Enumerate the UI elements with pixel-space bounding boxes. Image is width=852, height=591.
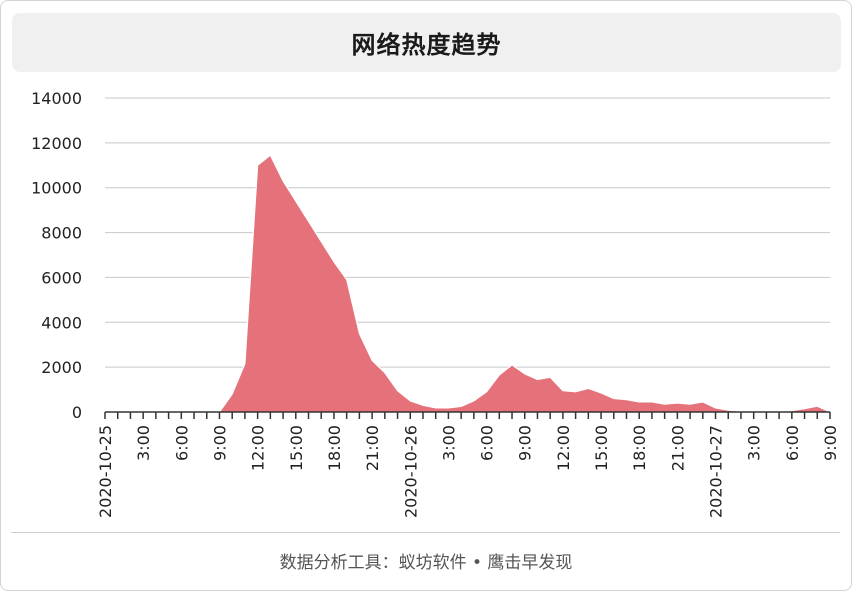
data-point [701,400,704,403]
x-tick-label: 18:00 [630,425,649,471]
data-point [294,200,297,203]
data-point [625,398,628,401]
data-point [472,399,475,402]
x-tick-label: 21:00 [668,425,687,471]
data-point [409,399,412,402]
data-point [638,400,641,403]
y-tick-label-2000: 2000 [41,358,82,377]
data-point [498,373,501,376]
footer-credit: 数据分析工具：蚁坊软件 • 鹰击早发现 [279,553,573,573]
data-point [676,402,679,405]
data-point [421,404,424,407]
x-tick-label: 3:00 [134,425,153,461]
y-tick-label-10000: 10000 [31,179,82,198]
data-point [332,260,335,263]
x-tick-label: 6:00 [172,425,191,461]
data-point [663,403,666,406]
data-point [612,397,615,400]
data-point [434,406,437,409]
data-point [383,371,386,374]
data-point [243,362,246,365]
y-tick-label-8000: 8000 [41,224,82,243]
data-point [600,391,603,394]
data-point [358,332,361,335]
y-tick-label-14000: 14000 [31,89,82,108]
y-tick-label-4000: 4000 [41,313,82,332]
data-point [523,372,526,375]
area-series-line [105,154,831,413]
data-point [371,359,374,362]
x-tick-label: 9:00 [210,425,229,461]
footer-divider [11,532,840,533]
data-point [511,363,514,366]
x-tick-label: 3:00 [745,425,764,461]
y-tick-label-6000: 6000 [41,268,82,287]
x-tick-label: 21:00 [363,425,382,471]
x-tick-label: 6:00 [478,425,497,461]
data-point [689,403,692,406]
x-tick-label: 3:00 [439,425,458,461]
data-point [396,389,399,392]
x-tick-label: 9:00 [821,425,840,461]
x-tick-label: 2020-10-25 [96,425,115,518]
x-tick-label: 18:00 [325,425,344,471]
x-tick-label: 15:00 [592,425,611,471]
data-point [816,405,819,408]
x-tick-label: 15:00 [287,425,306,471]
x-tick-label: 2020-10-26 [401,425,420,518]
data-point [485,390,488,393]
data-point [282,179,285,182]
data-point [231,393,234,396]
data-point [650,400,653,403]
chart-title: 网络热度趋势 [351,31,502,59]
data-point [587,387,590,390]
data-point [549,376,552,379]
data-point [447,406,450,409]
title-bar: 网络热度趋势 [12,13,841,72]
data-point [256,164,259,167]
data-point [536,378,539,381]
y-tick-label-0: 0 [72,403,82,422]
x-tick-label: 12:00 [554,425,573,471]
data-point [574,390,577,393]
x-tick-label: 6:00 [783,425,802,461]
x-tick-label: 2020-10-27 [707,425,726,518]
x-tick-label: 12:00 [249,425,268,471]
y-tick-label-12000: 12000 [31,134,82,153]
data-point [714,406,717,409]
data-point [269,154,272,157]
data-point [307,220,310,223]
area-series-fill [105,155,830,412]
data-point [803,407,806,410]
data-point [561,389,564,392]
data-point [345,278,348,281]
data-point [460,405,463,408]
x-tick-label: 9:00 [516,425,535,461]
data-point [320,240,323,243]
